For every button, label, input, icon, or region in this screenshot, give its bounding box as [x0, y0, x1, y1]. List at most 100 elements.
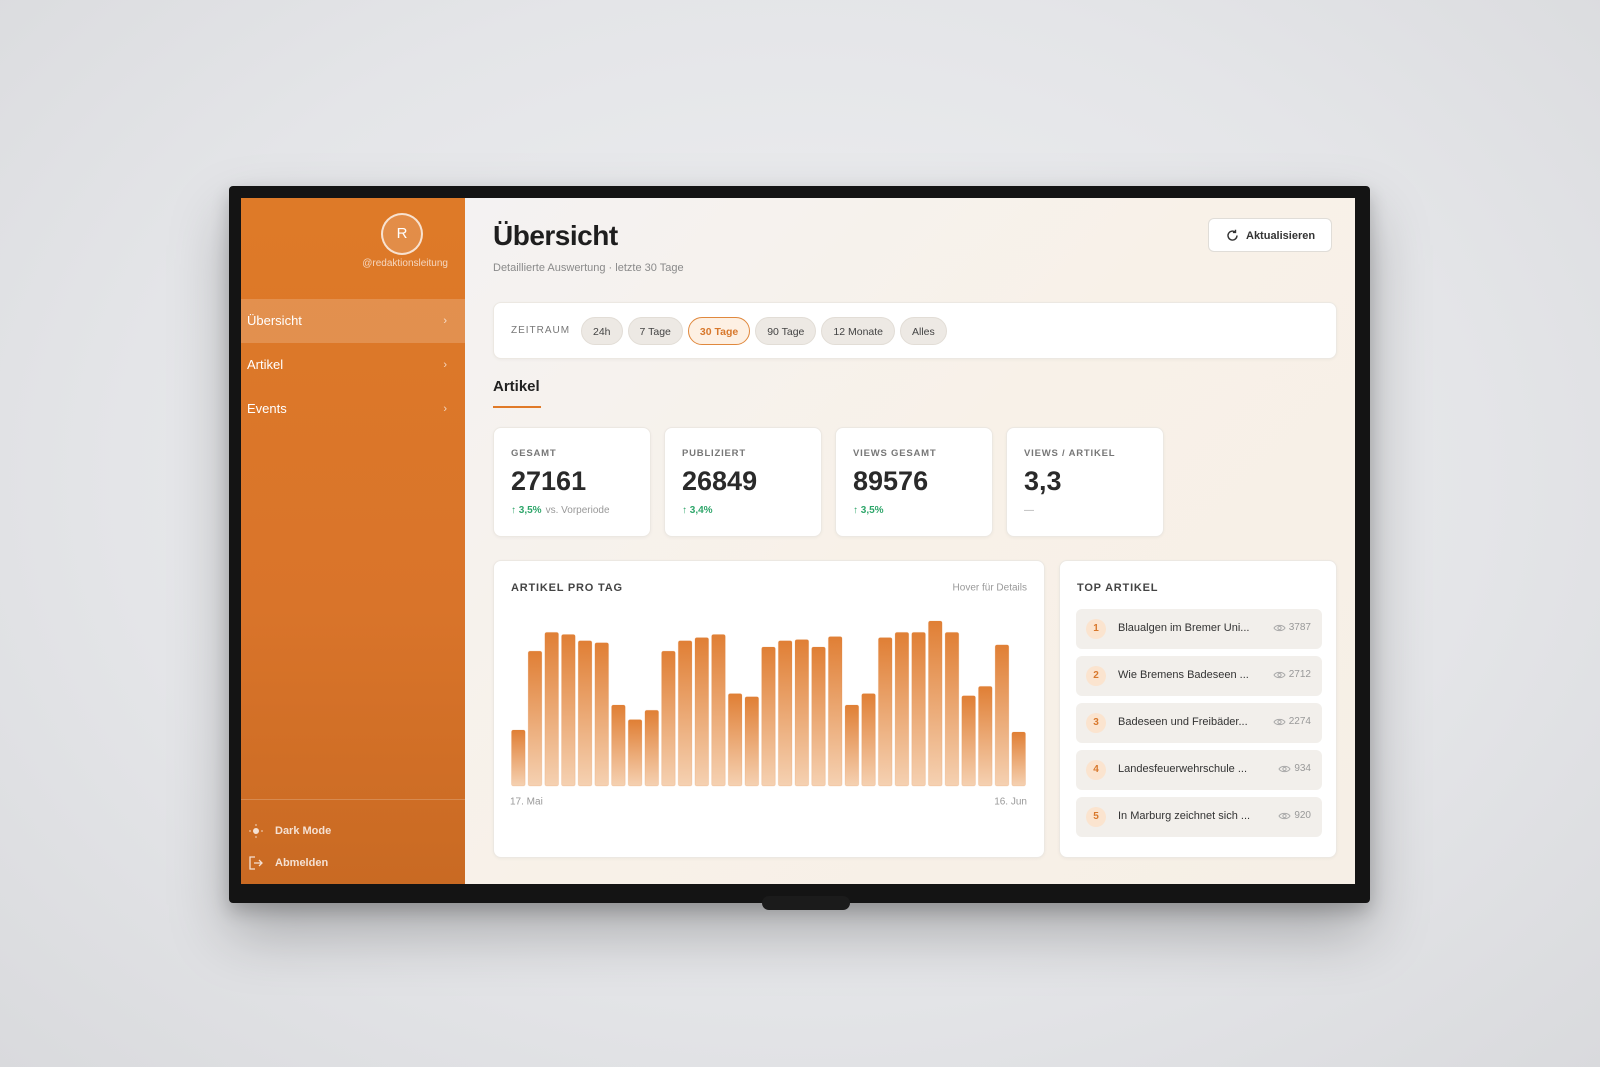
kpi-card: PUBLIZIERT 26849 ↑ 3,4%: [664, 427, 822, 537]
bar: [627, 719, 643, 787]
rank-badge: 3: [1086, 713, 1106, 733]
bar: [677, 640, 693, 787]
bar: [961, 695, 976, 787]
kpi-value: 89576: [853, 466, 929, 496]
view-count: 934: [1294, 763, 1311, 774]
top-article-row[interactable]: 4 Landesfeuerwehrschule ... 934: [1076, 750, 1322, 790]
eye-icon: [1273, 624, 1286, 632]
top-article-row[interactable]: 2 Wie Bremens Badeseen ... 2712: [1076, 656, 1322, 696]
bar: [944, 631, 960, 787]
bar: [511, 729, 526, 787]
filter-pill[interactable]: 12 Monate: [821, 317, 896, 345]
chart-annotation: Hover für Details: [953, 583, 1027, 594]
view-count: 2712: [1288, 669, 1311, 680]
filter-bar: ZEITRAUM 24h 7 Tage 30 Tage 90 Tage 12 M…: [493, 302, 1337, 359]
kpi-label: PUBLIZIERT: [682, 448, 746, 459]
bar: [811, 646, 826, 787]
avatar[interactable]: R: [381, 213, 423, 255]
top-article-row[interactable]: 1 Blaualgen im Bremer Uni... 3787: [1076, 609, 1322, 649]
refresh-icon: [1227, 229, 1238, 241]
top-article-row[interactable]: 5 In Marburg zeichnet sich ... 920: [1076, 797, 1322, 837]
view-count: 920: [1294, 810, 1311, 821]
top-article-row[interactable]: 3 Badeseen und Freibäder... 2274: [1076, 703, 1322, 743]
x-tick-label: 16. Jun: [994, 797, 1027, 808]
filter-pill[interactable]: 90 Tage: [755, 317, 817, 345]
nav-label: Events: [247, 401, 287, 416]
bar: [777, 640, 793, 787]
article-title: Wie Bremens Badeseen ...: [1118, 669, 1249, 681]
section-underline: [493, 406, 541, 408]
eye-icon: [1278, 765, 1291, 773]
bar: [594, 642, 610, 787]
nav-item[interactable]: Übersicht ›: [241, 299, 465, 343]
refresh-button[interactable]: Aktualisieren: [1208, 218, 1332, 252]
nav-item[interactable]: Events ›: [241, 387, 465, 431]
kpi-label: VIEWS GESAMT: [853, 448, 937, 459]
kpi-card: GESAMT 27161 ↑ 3,5% vs. Vorperiode: [493, 427, 651, 537]
bar: [1011, 731, 1026, 787]
filter-label: ZEITRAUM: [511, 325, 571, 336]
logout-icon: [249, 856, 263, 870]
bar: [544, 631, 560, 787]
kpi-delta-value: 3,5%: [860, 505, 884, 516]
chevron: ›: [443, 403, 447, 415]
filter-pill[interactable]: 7 Tage: [627, 317, 683, 345]
kpi-value: 3,3: [1024, 466, 1062, 496]
kpi-note: vs. Vorperiode: [545, 505, 610, 516]
screen: R @redaktionsleitung Übersicht › Artikel ›…: [241, 198, 1355, 884]
top-articles-card: TOP ARTIKEL 1 Blaualgen im Bremer Uni... 3…: [1059, 560, 1337, 858]
bar: [827, 636, 843, 787]
kpi-delta-value: 3,5%: [518, 505, 542, 516]
bar: [927, 620, 943, 787]
x-tick-label: 17. Mai: [510, 797, 543, 808]
page-subtitle: Detaillierte Auswertung · letzte 30 Tage: [493, 262, 684, 274]
kpi-delta-value: 3,4%: [689, 505, 713, 516]
sun-icon: [249, 824, 263, 838]
kpi-delta: ↑ 3,5% vs. Vorperiode: [511, 505, 610, 516]
article-title: Landesfeuerwehrschule ...: [1118, 763, 1248, 775]
filter-options: 24h 7 Tage 30 Tage 90 Tage 12 Monate All…: [581, 317, 947, 345]
article-title: Badeseen und Freibäder...: [1118, 716, 1248, 728]
eye-icon: [1278, 812, 1291, 820]
article-title: In Marburg zeichnet sich ...: [1118, 810, 1251, 822]
bar: [661, 650, 676, 787]
kpi-delta: ↑ 3,4%: [682, 505, 713, 516]
article-title: Blaualgen im Bremer Uni...: [1118, 622, 1250, 634]
bar: [844, 704, 860, 787]
kpi-value: 26849: [682, 466, 758, 496]
eye-icon: [1273, 671, 1286, 679]
nav-label: Übersicht: [247, 313, 302, 328]
nav-label: Artikel: [247, 357, 284, 372]
rank-badge: 2: [1086, 666, 1106, 686]
kpi-delta: —: [1024, 505, 1034, 516]
view-count: 3787: [1288, 622, 1311, 633]
section-title: Artikel: [493, 378, 540, 395]
bar: [911, 631, 926, 787]
dark-mode-toggle[interactable]: Dark Mode: [275, 825, 332, 837]
tv-stand: [762, 896, 850, 910]
filter-pill[interactable]: 24h: [581, 317, 623, 345]
filter-pill[interactable]: Alles: [900, 317, 947, 345]
bar: [744, 696, 760, 787]
eye-icon: [1273, 718, 1286, 726]
top-articles-title: TOP ARTIKEL: [1077, 582, 1159, 594]
bar: [611, 704, 626, 787]
bar: [861, 693, 876, 787]
nav-item[interactable]: Artikel ›: [241, 343, 465, 387]
bar: [561, 633, 576, 787]
kpi-value: 27161: [511, 466, 587, 496]
bar: [894, 631, 910, 787]
filter-pill[interactable]: 30 Tage: [687, 317, 751, 345]
kpi-card: VIEWS / ARTIKEL 3,3 —: [1006, 427, 1164, 537]
bar: [794, 639, 810, 787]
rank-badge: 5: [1086, 807, 1106, 827]
chart-card: ARTIKEL PRO TAG Hover für Details 17. Ma…: [493, 560, 1045, 858]
logout-link[interactable]: Abmelden: [275, 857, 329, 869]
bar: [644, 709, 660, 787]
bar: [577, 640, 593, 787]
kpi-label: GESAMT: [511, 448, 557, 459]
user-handle: @redaktionsleitung: [362, 258, 448, 269]
bar: [877, 637, 893, 787]
kpi-label: VIEWS / ARTIKEL: [1024, 448, 1116, 459]
